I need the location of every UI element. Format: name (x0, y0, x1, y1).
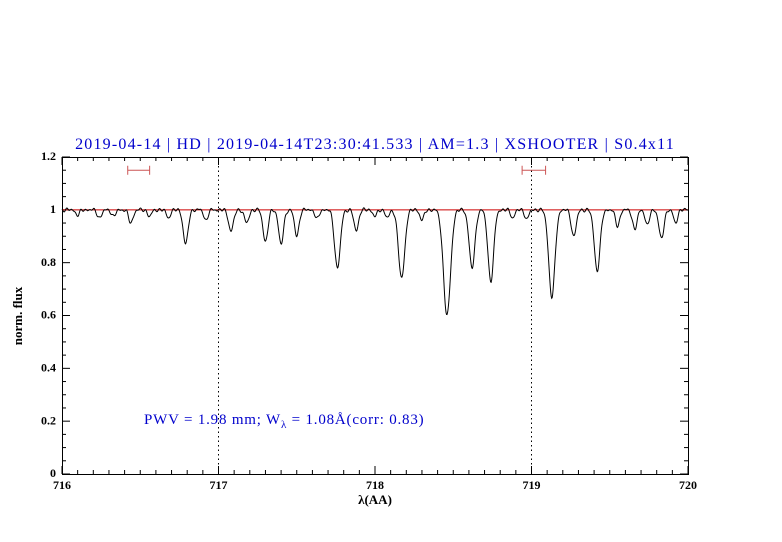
annotation-prefix: PWV = 1.98 mm; W (144, 412, 281, 428)
annotation-lambda-subscript: λ (280, 419, 288, 431)
pwv-annotation: PWV = 1.98 mm; Wλ = 1.08Å(corr: 0.83) (144, 412, 424, 431)
plot-title: 2019-04-14 | HD | 2019-04-14T23:30:41.53… (75, 136, 675, 153)
annotation-suffix: = 1.08Å(corr: 0.83) (287, 412, 425, 428)
y-axis-label: norm. flux (10, 286, 25, 346)
x-axis-label: λ(AA) (358, 492, 392, 507)
